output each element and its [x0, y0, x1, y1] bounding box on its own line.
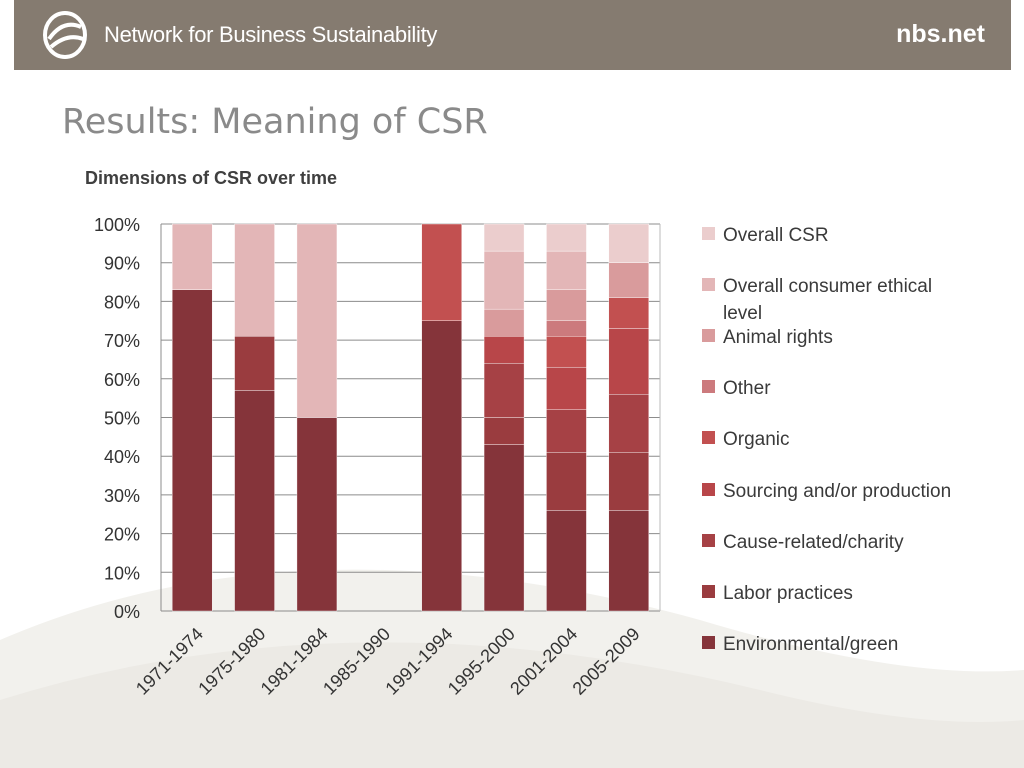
x-tick-label: 1995-2000	[444, 624, 519, 699]
bar-segment	[546, 289, 587, 321]
legend-swatch	[702, 534, 715, 547]
legend-swatch	[702, 483, 715, 496]
x-tick-label: 1975-1980	[194, 624, 269, 699]
y-tick-label: 100%	[94, 215, 140, 235]
legend-label: Organic	[723, 429, 790, 450]
bar-segment	[483, 223, 525, 252]
legend-swatch	[702, 636, 715, 649]
bar-segment	[608, 394, 650, 453]
bar-segment	[421, 223, 462, 321]
x-tick-label: 2005-2009	[569, 624, 644, 699]
header-bar: Network for Business Sustainability nbs.…	[14, 0, 1011, 70]
bar-segment	[608, 328, 650, 395]
legend-label: Animal rights	[723, 327, 833, 348]
y-tick-label: 50%	[104, 409, 140, 429]
bar-segment	[483, 308, 525, 337]
bar-segment	[546, 223, 587, 252]
stacked-bar-chart: 0% 10% 20% 30% 40% 50% 60% 70% 80% 90% 100% 1971-19…	[94, 215, 661, 699]
bar-segment	[546, 409, 587, 453]
bar-segment	[608, 510, 650, 612]
bar-segment	[234, 336, 275, 391]
bar-segment	[171, 223, 213, 290]
site-url[interactable]: nbs.net	[896, 20, 985, 48]
bar-segment	[483, 363, 525, 418]
bar-segment	[483, 250, 525, 310]
legend-swatch	[702, 227, 715, 240]
chart-title: Dimensions of CSR over time	[85, 168, 338, 188]
organization-name: Network for Business Sustainability	[104, 22, 438, 47]
bar-segment	[546, 320, 587, 337]
page-title: Results: Meaning of CSR	[62, 102, 488, 142]
bar-segment	[296, 223, 338, 418]
bar-segment	[546, 336, 587, 368]
legend-label: Overall CSR	[723, 225, 829, 246]
y-tick-label: 20%	[104, 525, 140, 545]
y-tick-label: 70%	[104, 331, 140, 351]
legend-label: Overall consumer ethical level	[723, 276, 933, 324]
x-tick-label: 1985-1990	[319, 624, 394, 699]
x-tick-label: 1991-1994	[381, 624, 456, 699]
bar-segment	[483, 417, 525, 445]
bar-segment	[546, 510, 587, 612]
y-tick-label: 90%	[104, 254, 140, 274]
legend-swatch	[702, 278, 715, 291]
nbs-logo-icon	[43, 11, 87, 59]
legend-label: Labor practices	[723, 583, 853, 604]
bar-segment	[483, 336, 525, 364]
bar-segment	[234, 390, 275, 612]
bar-segment	[546, 452, 587, 511]
background-swoosh	[0, 569, 1024, 768]
bar-segment	[546, 366, 587, 410]
bar-segment	[608, 297, 650, 329]
y-tick-label: 60%	[104, 370, 140, 390]
legend-swatch	[702, 380, 715, 393]
legend-label: Environmental/green	[723, 634, 899, 655]
x-tick-label: 1981-1984	[257, 624, 332, 699]
legend-label: Cause-related/charity	[723, 532, 904, 553]
y-tick-label: 30%	[104, 486, 140, 506]
bar-segment	[483, 444, 525, 612]
x-tick-label: 2001-2004	[506, 624, 581, 699]
legend-swatch	[702, 329, 715, 342]
legend-swatch	[702, 431, 715, 444]
bar-segment	[608, 262, 650, 298]
legend-label: Other	[723, 378, 771, 399]
bar-segment	[608, 223, 650, 263]
bar-segment	[296, 417, 338, 612]
y-tick-label: 80%	[104, 292, 140, 312]
x-tick-label: 1971-1974	[132, 624, 207, 699]
y-tick-label: 10%	[104, 563, 140, 583]
bar-segment	[608, 452, 650, 511]
bar-segment	[234, 223, 275, 337]
bar-segment	[421, 320, 462, 612]
legend-label: Sourcing and/or production	[723, 481, 952, 502]
bar-segment	[171, 289, 213, 612]
y-tick-label: 0%	[114, 602, 140, 622]
y-tick-label: 40%	[104, 447, 140, 467]
legend-swatch	[702, 585, 715, 598]
bar-segment	[546, 250, 587, 290]
